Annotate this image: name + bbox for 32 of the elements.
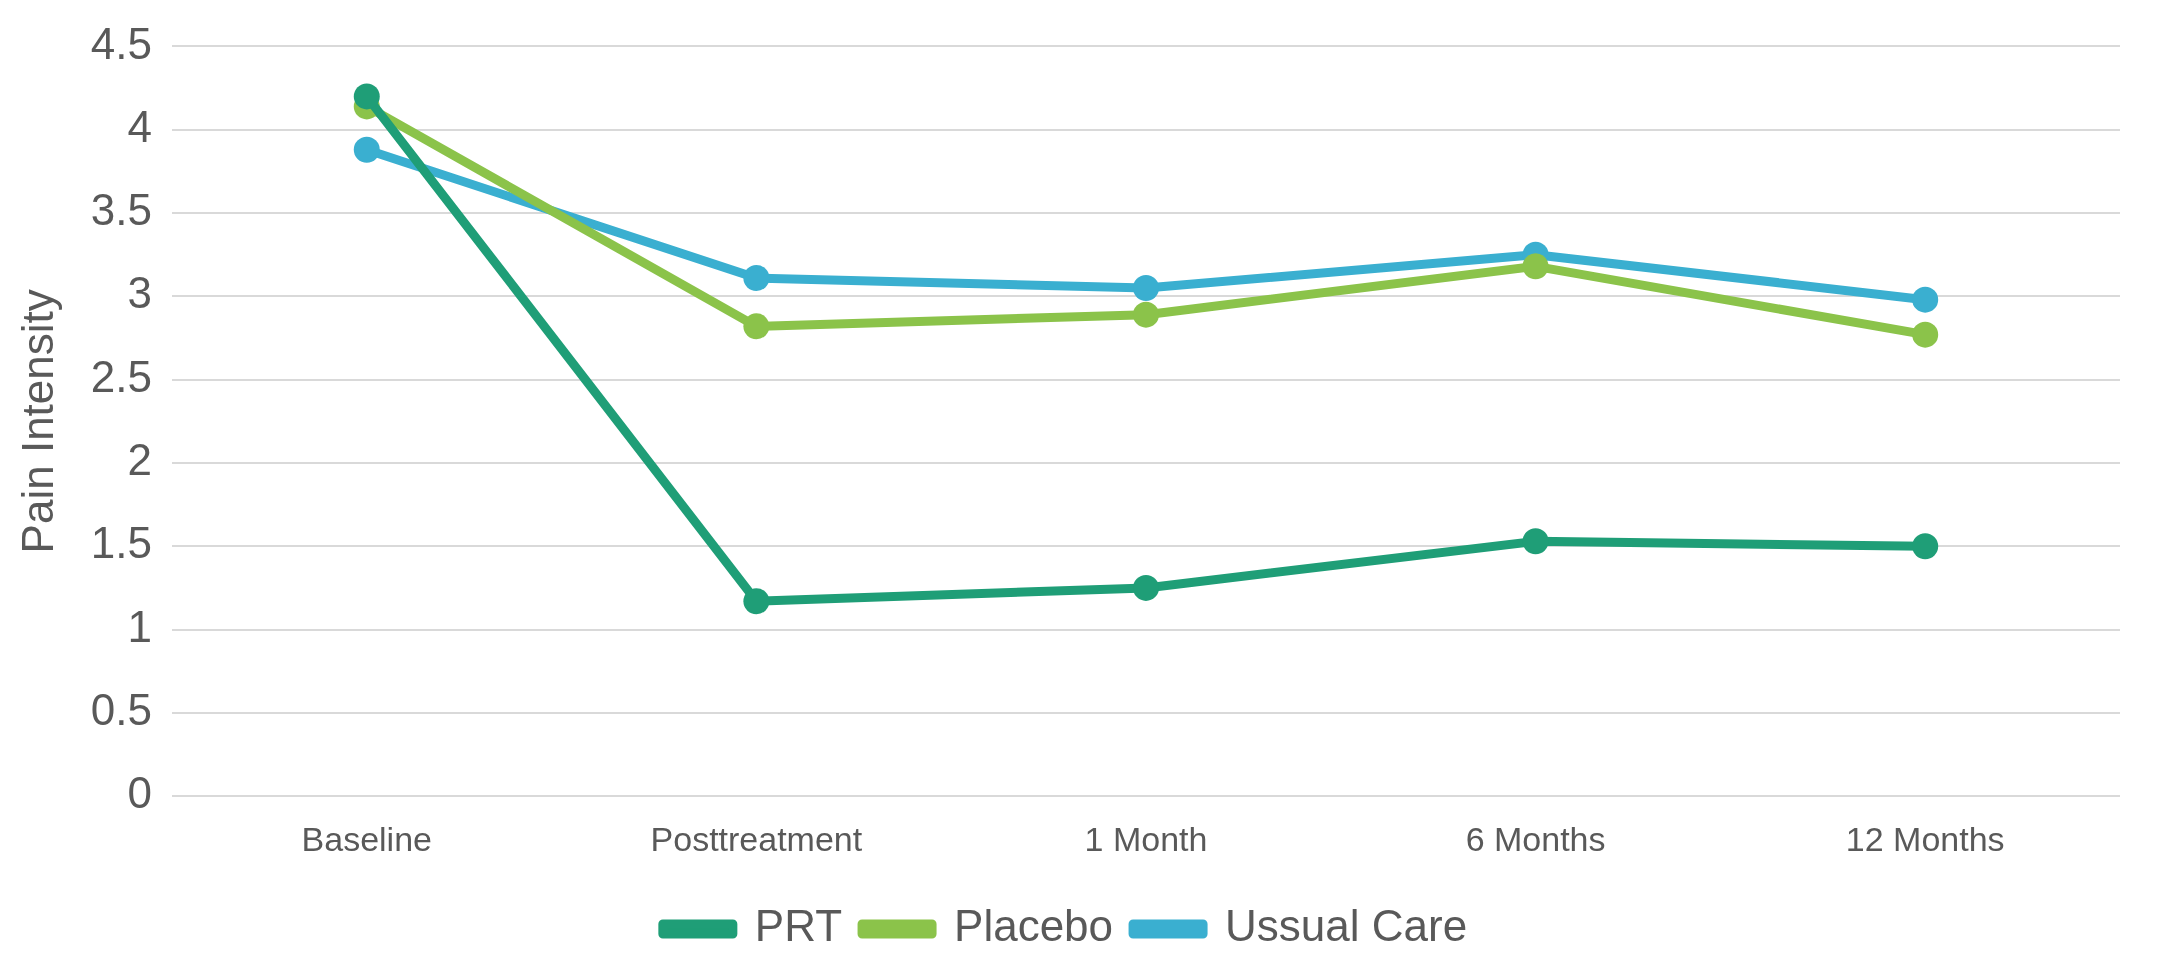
point	[1132, 574, 1159, 601]
x-tick-label: 1 Month	[1084, 819, 1208, 858]
y-tick-label: 1	[127, 601, 152, 651]
y-tick-label: 2	[127, 435, 152, 485]
point	[1912, 533, 1939, 560]
point	[743, 588, 770, 615]
x-tick-label: 12 Months	[1845, 819, 2005, 858]
y-tick-label: 2.5	[90, 351, 152, 401]
y-tick-label: 4	[127, 101, 152, 151]
legend-label: PRT	[754, 901, 843, 951]
x-tick-label: Baseline	[301, 819, 432, 858]
point	[743, 313, 770, 340]
legend-label: Placebo	[954, 901, 1114, 951]
point	[353, 136, 380, 163]
point	[743, 265, 770, 292]
x-tick-label: 6 Months	[1465, 819, 1606, 858]
point	[1912, 286, 1939, 313]
y-tick-label: 3.5	[90, 185, 152, 235]
y-tick-label: 3	[127, 268, 152, 318]
legend-label: Ussual Care	[1225, 901, 1468, 951]
point	[1522, 253, 1549, 280]
y-tick-label: 0	[127, 768, 152, 818]
y-tick-label: 4.5	[90, 18, 152, 68]
point	[1132, 301, 1159, 328]
y-tick-label: 0.5	[90, 685, 152, 735]
y-axis-title: Pain Intensity	[12, 289, 62, 554]
point	[353, 83, 380, 110]
point	[1522, 528, 1549, 555]
point	[1912, 321, 1939, 348]
x-tick-label: Posttreatment	[650, 819, 863, 858]
point	[1132, 275, 1159, 301]
y-tick-label: 1.5	[90, 518, 152, 568]
